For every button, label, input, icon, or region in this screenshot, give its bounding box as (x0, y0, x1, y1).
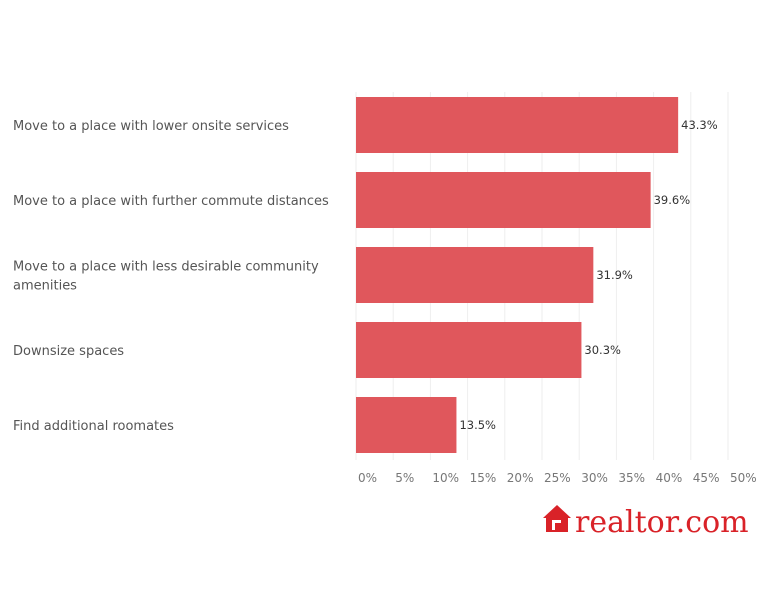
category-label: Move to a place with less desirable comm… (13, 260, 319, 294)
category-label: Find additional roomates (13, 419, 174, 434)
bar (356, 247, 594, 303)
x-tick-label: 35% (618, 471, 645, 485)
bar (356, 97, 679, 153)
x-tick-label: 20% (507, 471, 534, 485)
x-tick-label: 0% (358, 471, 377, 485)
x-tick-label: 50% (730, 471, 757, 485)
value-label: 30.3% (584, 343, 621, 357)
bars (356, 97, 679, 453)
x-tick-label: 30% (581, 471, 608, 485)
house-icon (543, 505, 571, 532)
value-labels: 43.3% 39.6% 31.9% 30.3% 13.5% (459, 118, 717, 432)
category-label: Move to a place with further commute dis… (13, 194, 329, 209)
category-labels: Move to a place with lower onsite servic… (13, 119, 329, 434)
realtor-logo: realtor.com (543, 505, 749, 540)
category-label: Downsize spaces (13, 344, 124, 359)
category-label: Move to a place with lower onsite servic… (13, 119, 289, 134)
value-label: 43.3% (681, 118, 718, 132)
bar (356, 172, 651, 228)
x-tick-label: 45% (693, 471, 720, 485)
x-tick-label: 15% (470, 471, 497, 485)
x-axis-ticks: 0% 5% 10% 15% 20% 25% 30% 35% 40% 45% 50% (358, 471, 757, 485)
value-label: 39.6% (654, 193, 691, 207)
bar (356, 322, 582, 378)
x-tick-label: 10% (432, 471, 459, 485)
x-tick-label: 40% (656, 471, 683, 485)
x-tick-label: 5% (395, 471, 414, 485)
bar (356, 397, 457, 453)
logo-text: realtor.com (575, 505, 749, 540)
value-label: 13.5% (459, 418, 496, 432)
value-label: 31.9% (596, 268, 633, 282)
x-tick-label: 25% (544, 471, 571, 485)
